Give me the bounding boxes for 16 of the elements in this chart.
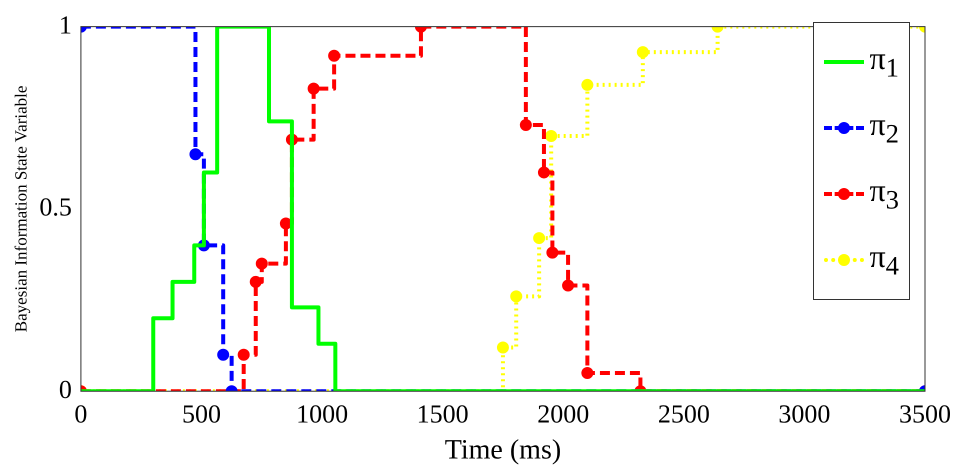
legend-label: π$_{1}$: [870, 40, 899, 84]
x-tick-label: 1500: [416, 400, 469, 429]
x-axis-title: Time (ms): [444, 434, 562, 466]
y-tick-label: 1: [58, 10, 72, 40]
y-tick-label: 0: [58, 375, 72, 404]
y-tick-label: 0.5: [39, 192, 72, 222]
x-tick-label: 3000: [778, 400, 830, 429]
x-tick-label: 3500: [899, 400, 951, 429]
legend-label: π$_{2}$: [870, 106, 899, 150]
x-tick-label: 1000: [296, 400, 348, 429]
x-tick-label: 500: [182, 400, 221, 429]
x-tick-label: 2500: [658, 400, 710, 429]
legend-label: π$_{4}$: [870, 238, 899, 282]
y-axis-title: Bayesian Information State Variable: [12, 86, 31, 332]
legend-label: π$_{3}$: [870, 172, 899, 216]
x-tick-label: 2000: [537, 400, 590, 429]
